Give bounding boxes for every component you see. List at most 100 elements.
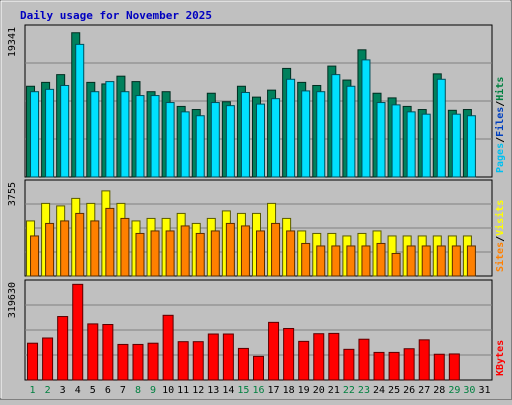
bar-sites-day-4: Sites 4: 2500	[75, 212, 85, 277]
bar-kbytes-day-16: KBytes 16: 77000	[253, 355, 264, 381]
bar-sites-day-17: Sites 17: 2100	[271, 222, 281, 277]
x-tick-label: 14	[222, 385, 234, 396]
x-tick-label: 18	[283, 385, 295, 396]
x-tick-label: 30	[463, 385, 475, 396]
bar-sites-day-14: Sites 14: 2100	[225, 222, 235, 277]
x-tick-label: 6	[105, 385, 111, 396]
x-tick-label: 28	[433, 385, 445, 396]
bar-pages-day-26: Pages 26: 8400	[406, 111, 416, 178]
bar-pages-day-23: Pages 23: 15100	[361, 59, 371, 178]
bar-kbytes-day-14: KBytes 14: 150000	[222, 333, 234, 381]
x-tick-label: 16	[252, 385, 264, 396]
x-tick-label: 26	[403, 385, 415, 396]
bar-sites-day-15: Sites 15: 2000	[240, 225, 250, 277]
x-tick-label: 31	[478, 385, 490, 396]
x-tick-label: 9	[150, 385, 156, 396]
bar-pages-day-10: Pages 10: 9600	[165, 102, 175, 178]
bar-kbytes-day-1: KBytes 1: 120000	[27, 342, 39, 381]
x-tick-label: 20	[313, 385, 325, 396]
panel-max-label: 19341	[7, 27, 18, 57]
bar-pages-day-14: Pages 14: 9200	[225, 105, 235, 178]
bar-pages-day-21: Pages 21: 13200	[331, 74, 341, 178]
bar-kbytes-day-24: KBytes 24: 90000	[373, 351, 385, 381]
legend-entry: KBytes	[495, 340, 506, 376]
bar-kbytes-day-28: KBytes 28: 84000	[433, 353, 445, 381]
bar-pages-day-17: Pages 17: 10100	[271, 98, 281, 178]
bar-kbytes-day-11: KBytes 11: 125000	[177, 341, 189, 381]
bar-kbytes-day-13: KBytes 13: 150000	[207, 333, 219, 381]
bar-sites-day-10: Sites 10: 1800	[165, 230, 175, 277]
bar-sites-day-1: Sites 1: 1600	[30, 235, 40, 277]
bar-sites-day-13: Sites 13: 1800	[210, 230, 220, 277]
bar-pages-day-15: Pages 15: 10900	[240, 91, 250, 178]
bar-kbytes-day-7: KBytes 7: 116000	[117, 343, 129, 381]
bar-pages-day-22: Pages 22: 11700	[346, 85, 356, 178]
bar-kbytes-day-9: KBytes 9: 120000	[147, 342, 159, 381]
bar-sites-day-9: Sites 9: 1800	[150, 230, 160, 277]
bar-kbytes-day-20: KBytes 20: 151000	[313, 333, 325, 381]
x-tick-label: 21	[328, 385, 340, 396]
bar-sites-day-16: Sites 16: 1800	[256, 230, 265, 277]
series-legend-top: Pages/Files/Hits	[494, 77, 506, 173]
x-tick-label: 22	[343, 385, 355, 396]
bar-sites-day-27: Sites 27: 1200	[421, 245, 431, 277]
bar-kbytes-day-8: KBytes 8: 116000	[132, 343, 144, 381]
bar-sites-day-22: Sites 22: 1200	[346, 245, 356, 277]
bar-pages-day-9: Pages 9: 10500	[150, 95, 160, 178]
panel-max-label: 319630	[7, 282, 18, 318]
x-axis-labels: 1 2 3 4 5 6 7 8 9 10 11 12 13 14 15 16 17 18 19 20 21 22 23 24 2…	[30, 385, 491, 396]
series-legend-middle: Sites/Visits	[494, 200, 506, 272]
x-tick-label: 1	[30, 385, 36, 396]
bar-pages-day-2: Pages 2: 11300	[45, 88, 55, 178]
legend-separator: /	[495, 236, 506, 242]
bar-kbytes-day-25: KBytes 25: 90000	[388, 351, 400, 381]
bar-sites-day-12: Sites 12: 1700	[195, 232, 205, 277]
bar-sites-day-29: Sites 29: 1200	[451, 245, 461, 277]
bar-pages-day-19: Pages 19: 11100	[301, 90, 311, 178]
x-tick-label: 7	[120, 385, 126, 396]
x-tick-label: 13	[207, 385, 219, 396]
bar-pages-day-27: Pages 27: 8100	[421, 113, 431, 178]
bar-pages-day-20: Pages 20: 11000	[316, 91, 326, 178]
legend-entry: Sites	[494, 242, 506, 272]
bar-pages-day-11: Pages 11: 8400	[180, 111, 190, 178]
bar-kbytes-day-26: KBytes 26: 102000	[403, 348, 415, 381]
bar-pages-day-25: Pages 25: 9300	[391, 104, 401, 178]
bar-pages-day-7: Pages 7: 11000	[120, 91, 130, 178]
x-tick-label: 27	[418, 385, 430, 396]
bar-pages-day-5: Pages 5: 11000	[90, 91, 100, 178]
bar-kbytes-day-15: KBytes 15: 103000	[237, 347, 249, 381]
x-tick-label: 29	[448, 385, 460, 396]
bar-sites-day-18: Sites 18: 1800	[286, 230, 296, 277]
bar-pages-day-30: Pages 30: 7900	[466, 115, 476, 178]
x-tick-label: 3	[60, 385, 66, 396]
x-tick-label: 10	[162, 385, 174, 396]
bar-sites-day-25: Sites 25: 900	[391, 252, 401, 277]
x-tick-label: 8	[135, 385, 141, 396]
bar-kbytes-day-2: KBytes 2: 137000	[42, 337, 54, 381]
bar-kbytes-day-4: KBytes 4: 312000	[72, 283, 84, 381]
x-tick-label: 25	[388, 385, 400, 396]
bar-kbytes-day-22: KBytes 22: 100000	[343, 348, 355, 381]
legend-separator: /	[495, 137, 506, 143]
bar-pages-day-4: Pages 4: 17100	[75, 43, 85, 178]
x-tick-label: 24	[373, 385, 385, 396]
bar-kbytes-day-23: KBytes 23: 133000	[358, 338, 370, 381]
x-tick-label: 2	[45, 385, 51, 396]
chart-title: Daily usage for November 2025	[20, 9, 212, 22]
bar-pages-day-12: Pages 12: 7900	[195, 115, 205, 178]
bar-kbytes-day-17: KBytes 17: 188000	[268, 321, 280, 381]
bar-sites-day-28: Sites 28: 1200	[436, 245, 446, 277]
bar-kbytes-day-27: KBytes 27: 131000	[418, 339, 430, 381]
bar-pages-day-13: Pages 13: 9600	[210, 102, 220, 178]
x-tick-label: 11	[177, 385, 189, 396]
bar-kbytes-day-12: KBytes 12: 125000	[192, 341, 204, 381]
bar-kbytes-day-6: KBytes 6: 181000	[102, 324, 114, 381]
bar-kbytes-day-29: KBytes 29: 85000	[448, 353, 460, 381]
x-tick-label: 19	[298, 385, 310, 396]
bar-sites-day-6: Sites 6: 2700	[105, 207, 115, 277]
bar-sites-day-11: Sites 11: 2000	[180, 225, 190, 277]
